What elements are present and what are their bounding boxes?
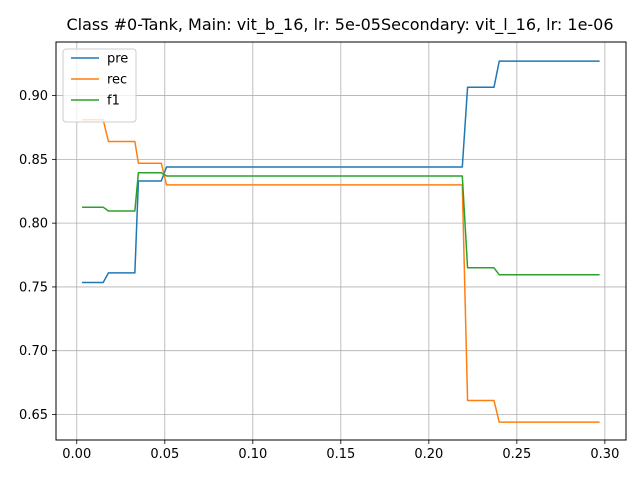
- chart-title: Class #0-Tank, Main: vit_b_16, lr: 5e-05…: [66, 15, 613, 35]
- grid-lines: [56, 42, 626, 440]
- x-tick-label: 0.30: [590, 447, 619, 462]
- legend-box: [62, 48, 137, 123]
- y-tick-label: 0.75: [19, 280, 48, 295]
- legend-label-rec: rec: [107, 73, 127, 88]
- x-tick-label: 0.05: [150, 447, 179, 462]
- y-tick-label: 0.85: [19, 153, 48, 168]
- x-tick-label: 0.10: [238, 447, 267, 462]
- x-tick-label: 0.25: [502, 447, 531, 462]
- y-axis-ticks: 0.65 0.70 0.75 0.80 0.85 0.90: [19, 89, 56, 423]
- x-tick-label: 0.15: [326, 447, 355, 462]
- x-tick-label: 0.20: [414, 447, 443, 462]
- legend-label-f1: f1: [107, 94, 120, 109]
- x-axis-ticks: 0.00 0.05 0.10 0.15 0.20 0.25 0.30: [62, 440, 619, 462]
- y-tick-label: 0.70: [19, 344, 48, 359]
- series-lines: [82, 60, 600, 423]
- legend-label-pre: pre: [107, 52, 128, 67]
- y-tick-label: 0.80: [19, 217, 48, 232]
- legend: pre rec f1: [62, 48, 137, 123]
- x-tick-label: 0.00: [62, 447, 91, 462]
- y-tick-label: 0.65: [19, 408, 48, 423]
- series-line-f1: [82, 172, 600, 276]
- y-tick-label: 0.90: [19, 89, 48, 104]
